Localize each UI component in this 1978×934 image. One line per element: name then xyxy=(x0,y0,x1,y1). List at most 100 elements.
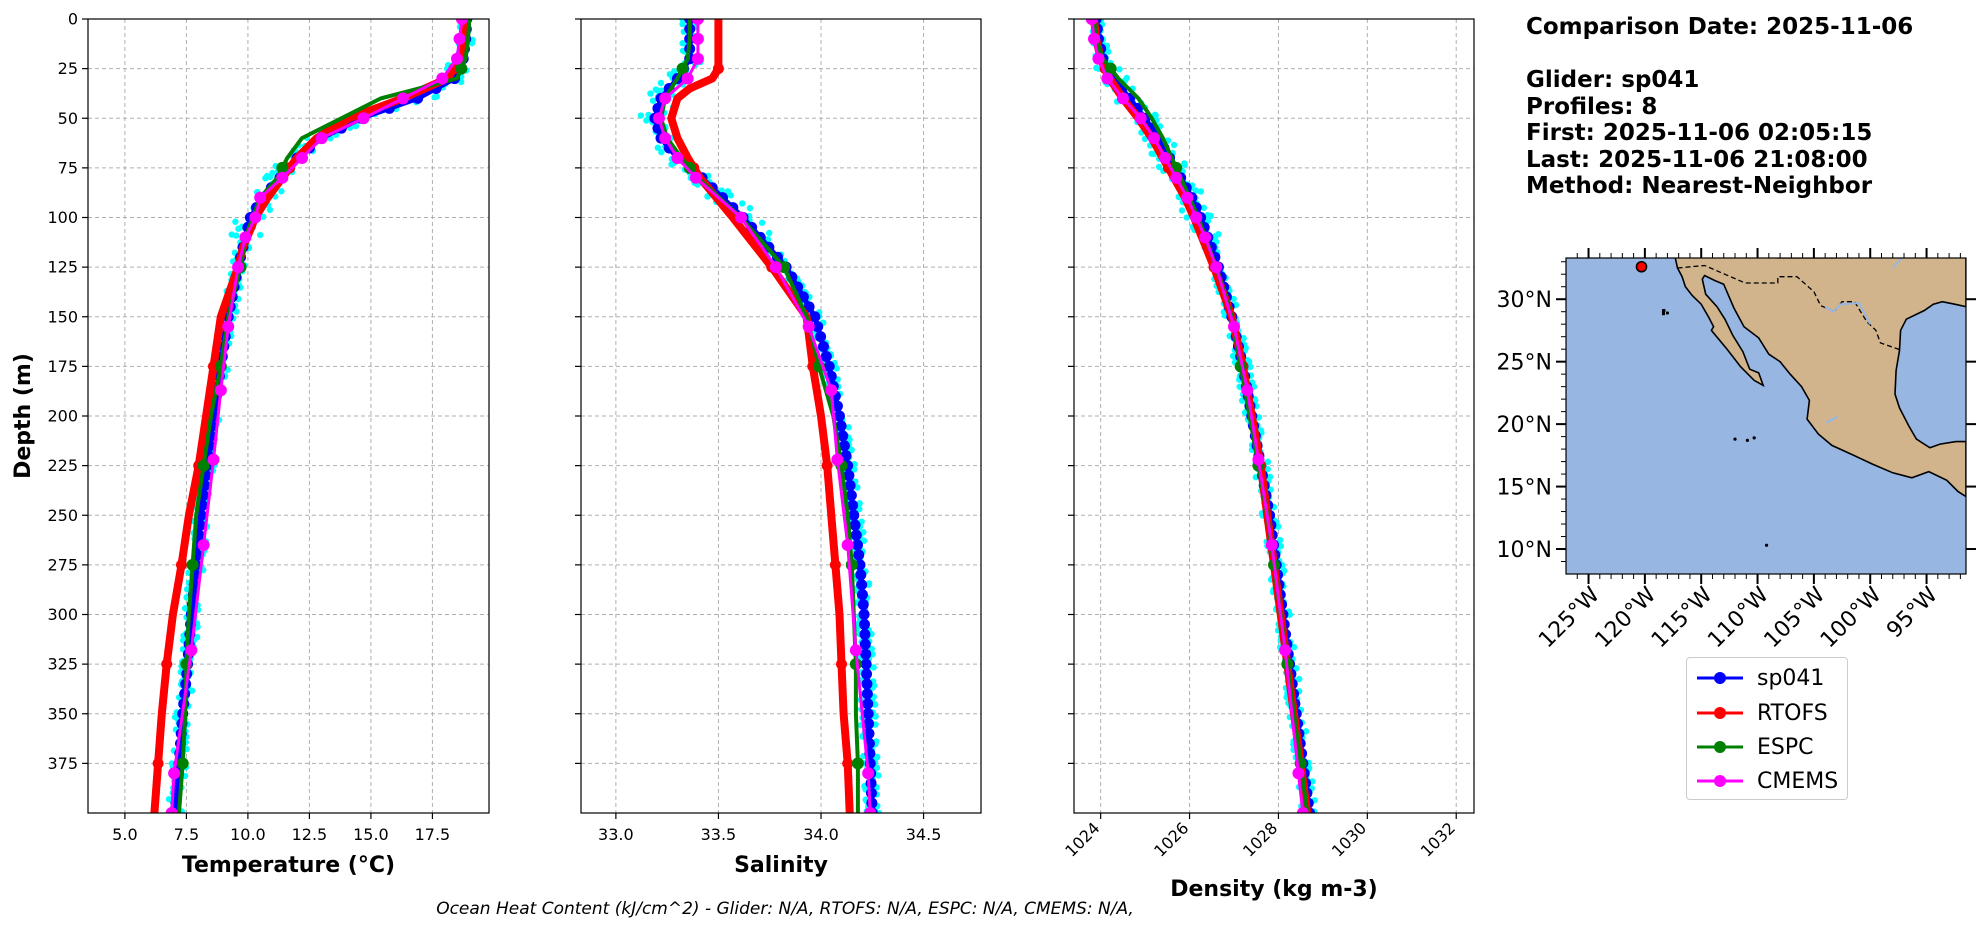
plot-area-temp xyxy=(150,19,476,813)
x-tick-label: 17.5 xyxy=(415,825,451,844)
raw-point xyxy=(1170,141,1178,149)
data-point xyxy=(854,559,866,571)
raw-point xyxy=(1215,231,1222,238)
data-point xyxy=(809,311,821,323)
y-tick-label: 50 xyxy=(58,109,78,128)
raw-point xyxy=(266,206,274,213)
y-tick-label: 350 xyxy=(47,704,78,723)
plot-area-sal xyxy=(637,19,883,813)
data-point xyxy=(852,539,864,551)
info-panel: Comparison Date: 2025-11-06 Glider: sp04… xyxy=(1526,14,1913,200)
data-point xyxy=(853,549,865,561)
x-tick-label: 1026 xyxy=(1150,818,1192,860)
data-point xyxy=(841,539,854,552)
data-point xyxy=(691,52,704,65)
data-point xyxy=(862,698,874,710)
legend-swatch-espc xyxy=(1697,741,1743,753)
raw-point xyxy=(233,232,240,239)
legend-item-rtofs: RTOFS xyxy=(1695,698,1828,728)
data-point xyxy=(823,360,835,372)
data-point xyxy=(451,52,464,65)
series-line xyxy=(667,19,854,813)
plot-area-dens xyxy=(1085,19,1318,813)
data-point xyxy=(254,191,267,204)
data-point xyxy=(1104,62,1117,75)
data-point xyxy=(152,757,164,769)
raw-point xyxy=(1246,358,1253,365)
x-axis-label: Density (kg m-3) xyxy=(1170,877,1378,902)
lon-label: 125°W xyxy=(1534,582,1605,653)
data-point xyxy=(821,460,833,472)
raw-point xyxy=(833,365,840,372)
data-point xyxy=(652,112,665,125)
raw-point xyxy=(1197,188,1205,195)
data-point xyxy=(659,132,672,145)
data-point xyxy=(778,261,791,274)
x-tick-label: 1032 xyxy=(1417,818,1459,860)
raw-point xyxy=(1093,64,1100,72)
data-point xyxy=(843,470,855,482)
legend-item-cmems: CMEMS xyxy=(1695,766,1838,796)
legend-label-rtofs: RTOFS xyxy=(1757,700,1828,726)
data-point xyxy=(1199,231,1212,244)
raw-point xyxy=(1255,414,1263,421)
raw-point xyxy=(256,231,264,239)
data-point xyxy=(825,384,838,397)
raw-point xyxy=(854,484,861,491)
data-point xyxy=(817,341,829,353)
data-point xyxy=(357,112,370,125)
data-point xyxy=(1085,19,1098,25)
data-point xyxy=(436,72,449,85)
panel-dens: 1024 1026 1028 1030 1032 Density (kg m-3) xyxy=(1061,18,1475,902)
glider-marker xyxy=(1635,260,1648,273)
series-cmems-temp xyxy=(165,19,468,813)
method: Method: Nearest-Neighbor xyxy=(1526,173,1873,199)
raw-point xyxy=(845,424,852,431)
raw-point xyxy=(758,219,766,226)
legend-item-espc: ESPC xyxy=(1695,732,1814,762)
raw-point xyxy=(259,213,267,220)
y-tick-label: 275 xyxy=(47,555,78,574)
data-point xyxy=(860,648,872,660)
series-cmems-dens xyxy=(1085,19,1309,813)
x-tick-label: 34.5 xyxy=(906,825,942,844)
island xyxy=(1764,543,1769,547)
data-point xyxy=(1092,52,1105,65)
data-point xyxy=(1181,191,1194,204)
data-point xyxy=(850,529,862,541)
data-point xyxy=(185,644,198,657)
data-point xyxy=(1190,211,1203,224)
legend-swatch-cmems xyxy=(1697,775,1743,787)
border-line xyxy=(1677,264,1903,352)
data-point xyxy=(1159,151,1172,164)
x-tick-label: 34.0 xyxy=(803,825,839,844)
first-time: First: 2025-11-06 02:05:15 xyxy=(1526,120,1873,146)
raw-point xyxy=(1264,458,1272,466)
data-point xyxy=(848,509,860,521)
data-point xyxy=(168,767,181,780)
raw-point xyxy=(856,505,863,513)
x-tick-label: 33.5 xyxy=(701,825,737,844)
raw-point xyxy=(739,200,746,207)
x-tick-label: 1028 xyxy=(1239,818,1281,860)
data-point xyxy=(315,132,328,145)
raw-point xyxy=(860,529,867,536)
data-point xyxy=(856,589,868,601)
data-point xyxy=(847,499,859,511)
x-tick-label: 15.0 xyxy=(353,825,389,844)
data-point xyxy=(276,161,289,174)
raw-point xyxy=(232,218,239,225)
data-point xyxy=(851,757,864,770)
land xyxy=(1674,258,1966,498)
island xyxy=(1752,436,1756,440)
data-point xyxy=(175,559,187,571)
data-point xyxy=(197,539,210,552)
y-tick-label: 25 xyxy=(58,59,78,78)
data-point xyxy=(863,728,875,740)
map-frame xyxy=(1565,257,1967,575)
legend-label-cmems: CMEMS xyxy=(1757,768,1839,794)
data-point xyxy=(856,579,868,591)
raw-point xyxy=(679,20,686,28)
river xyxy=(1892,258,1903,269)
data-point xyxy=(815,331,827,343)
